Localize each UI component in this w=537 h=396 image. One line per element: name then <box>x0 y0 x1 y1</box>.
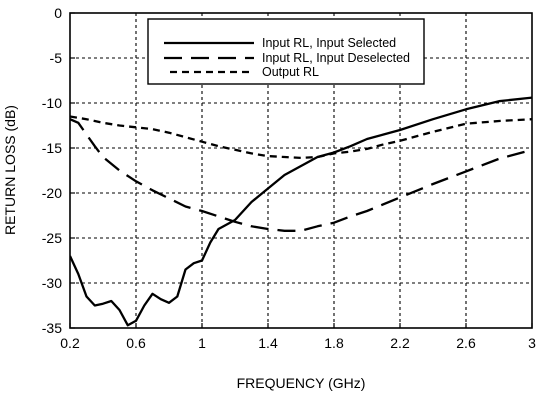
legend-label-2: Input RL, Input Deselected <box>262 51 410 65</box>
y-tick-label: -20 <box>42 185 62 201</box>
x-tick-label: 2.6 <box>456 335 476 351</box>
x-tick-label: 1 <box>198 335 206 351</box>
y-tick-label: -35 <box>42 320 62 336</box>
y-tick-label: -25 <box>42 230 62 246</box>
legend-label-1: Input RL, Input Selected <box>262 36 396 50</box>
y-tick-label: -15 <box>42 140 62 156</box>
x-tick-label: 3 <box>528 335 536 351</box>
x-tick-label: 1.8 <box>324 335 344 351</box>
series-line-2 <box>70 118 532 232</box>
x-tick-label: 0.2 <box>60 335 80 351</box>
legend-label-3: Output RL <box>262 65 319 79</box>
y-tick-label: -10 <box>42 95 62 111</box>
series-layer <box>70 96 532 327</box>
x-tick-label: 2.2 <box>390 335 410 351</box>
legend-box <box>147 18 425 85</box>
y-tick-label: -30 <box>42 275 62 291</box>
axis-ticks: 0.2 0.6 1 1.4 1.8 2.2 2.6 3 0 -5 -10 -15 -20 -25 -30 -3… <box>42 5 536 351</box>
series-line-3 <box>70 115 532 160</box>
y-tick-label: -5 <box>50 50 63 66</box>
x-tick-label: 0.6 <box>126 335 146 351</box>
x-tick-label: 1.4 <box>258 335 278 351</box>
series-line-1 <box>70 96 532 327</box>
plot-frame <box>69 12 533 329</box>
x-axis-title: FREQUENCY (GHz) <box>237 375 366 391</box>
y-axis-title: RETURN LOSS (dB) <box>2 105 18 235</box>
y-tick-label: 0 <box>54 5 62 21</box>
